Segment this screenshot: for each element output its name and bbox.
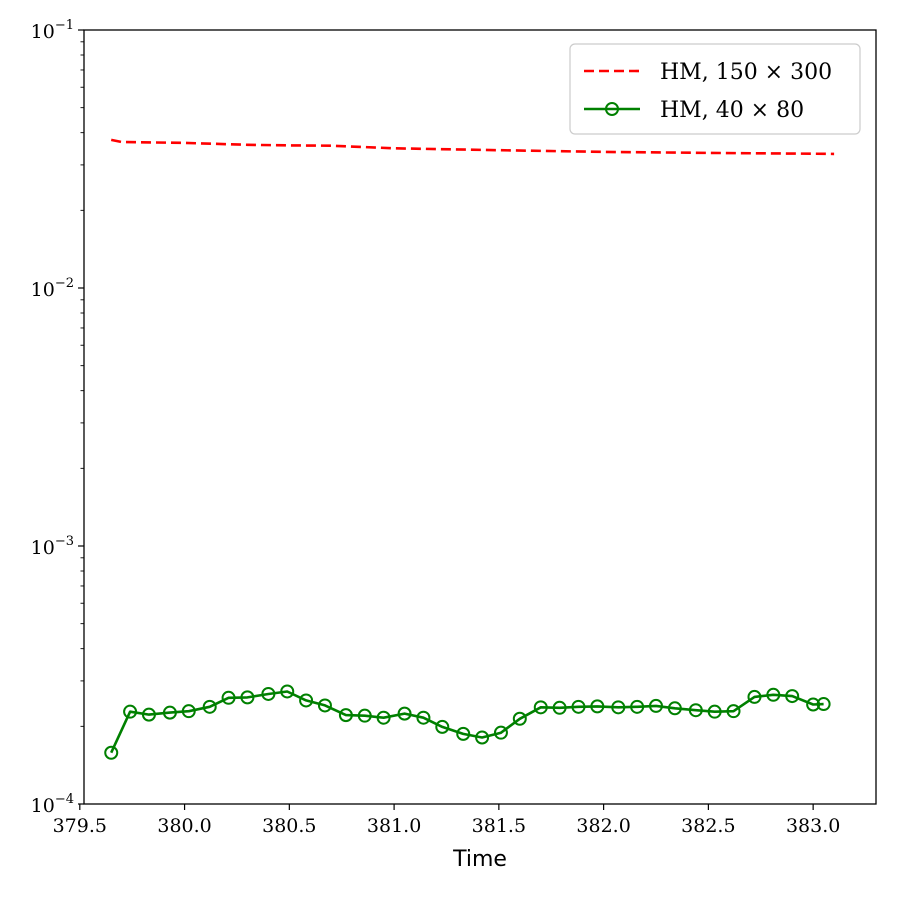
series-1-point — [667, 701, 682, 716]
x-tick-label: 382.5 — [681, 815, 735, 837]
series-1-point — [240, 690, 255, 705]
series-1-point — [475, 730, 490, 745]
series-layer — [104, 138, 835, 760]
series-1-point — [630, 699, 645, 714]
legend-marker-1 — [605, 102, 619, 116]
x-tick-label: 380.0 — [157, 815, 211, 837]
series-1-point — [649, 698, 663, 713]
series-1-point — [104, 745, 119, 760]
series-1-point — [221, 690, 236, 705]
legend-label-0: HM, 150 × 300 — [660, 60, 832, 85]
series-1-point — [611, 700, 626, 715]
series-1-point — [747, 689, 762, 704]
series-1-point — [688, 703, 703, 718]
y-tick-label: 10−4 — [31, 792, 74, 817]
legend-box — [569, 43, 861, 135]
series-1-point — [806, 697, 821, 712]
y-tick-label: 10−3 — [31, 534, 74, 559]
series-1-point — [785, 689, 800, 704]
series-1-point — [181, 704, 196, 719]
y-tick-label: 10−2 — [31, 276, 74, 301]
x-tick-label: 380.5 — [262, 815, 316, 837]
series-1-point — [261, 686, 276, 701]
x-tick-label: 381.5 — [472, 815, 526, 837]
plot-frame — [83, 29, 877, 805]
series-1-point — [299, 693, 314, 708]
series-1-point — [766, 687, 781, 702]
series-1-point — [707, 704, 722, 719]
series-1-point — [816, 697, 831, 712]
series-1-point — [376, 710, 391, 725]
series-1-point — [552, 700, 567, 715]
x-tick-label: 381.0 — [367, 815, 421, 837]
series-1-point — [726, 704, 741, 719]
series-1-point — [590, 699, 605, 714]
legend-label-1: HM, 40 × 80 — [660, 98, 804, 123]
series-1-point — [280, 684, 295, 699]
x-axis-label: Time — [452, 847, 507, 872]
series-1-point — [123, 704, 138, 719]
series-1-point — [571, 699, 586, 714]
series-1-point — [533, 700, 548, 715]
x-tick-label: 383.0 — [786, 815, 840, 837]
legend: HM, 150 × 300 HM, 40 × 80 — [569, 43, 861, 135]
series-1-point — [493, 725, 508, 740]
series-1-point — [317, 698, 332, 713]
series-1-point — [397, 706, 412, 721]
series-1-point — [435, 719, 450, 734]
y-tick-label: 10−1 — [31, 18, 74, 43]
series-line-1 — [110, 690, 824, 754]
x-tick-label: 379.5 — [53, 815, 107, 837]
x-tick-label: 382.0 — [576, 815, 630, 837]
series-1-point — [338, 708, 353, 723]
axes-layer: 379.5 380.0 380.5 381.0 381.5 382.0 382.5 383.0… — [31, 18, 877, 872]
series-1-point — [202, 699, 217, 714]
series-1-point — [512, 711, 527, 726]
series-1-point — [416, 710, 431, 725]
series-1-point — [162, 705, 177, 720]
series-1-point — [141, 707, 156, 722]
series-1-point — [357, 708, 372, 723]
series-line-0 — [110, 138, 835, 156]
series-1-point — [456, 726, 471, 741]
